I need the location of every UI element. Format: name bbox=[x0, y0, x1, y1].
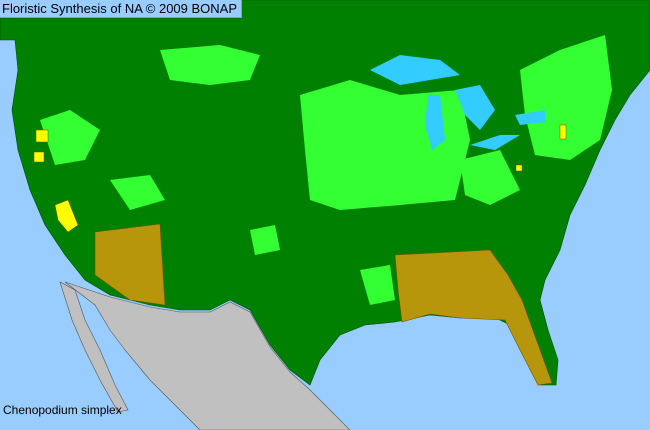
arizona bbox=[94, 223, 166, 306]
lake-erie bbox=[470, 135, 520, 150]
species-name: Chenopodium simplex bbox=[3, 403, 122, 417]
great-lakes bbox=[370, 55, 545, 150]
lake-superior bbox=[370, 55, 460, 85]
lake-ontario bbox=[515, 110, 545, 125]
map-title: Floristic Synthesis of NA © 2009 BONAP bbox=[0, 0, 243, 18]
yellow-adventive bbox=[33, 124, 567, 233]
lake-huron bbox=[455, 85, 495, 130]
baja-california bbox=[59, 281, 129, 413]
bright-green-counties bbox=[40, 35, 612, 305]
gold-native-states bbox=[94, 223, 553, 386]
mexico bbox=[64, 281, 351, 430]
southeast-states bbox=[394, 249, 553, 386]
lake-michigan bbox=[425, 95, 445, 150]
